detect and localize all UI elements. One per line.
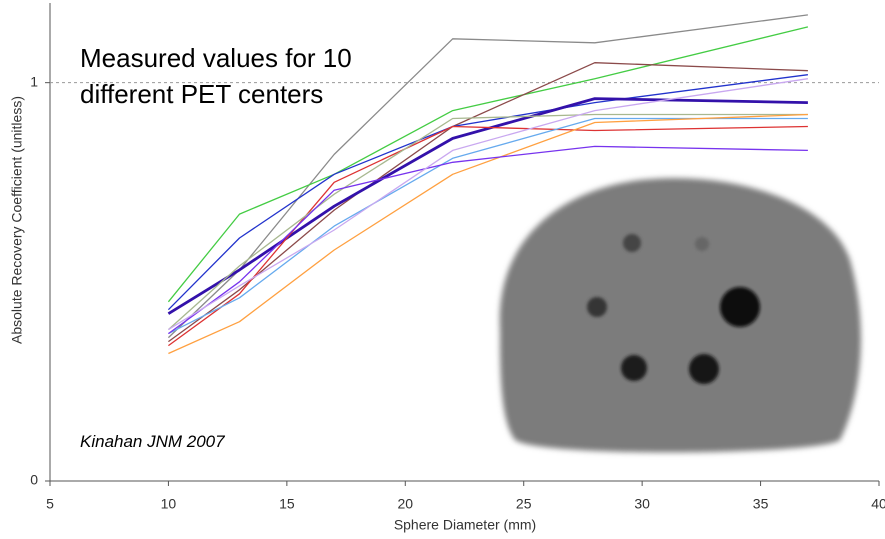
pet-image bbox=[500, 178, 861, 452]
y-tick-label: 0 bbox=[30, 472, 38, 488]
citation: Kinahan JNM 2007 bbox=[80, 432, 225, 452]
x-tick-label: 5 bbox=[46, 496, 54, 512]
x-axis-label: Sphere Diameter (mm) bbox=[394, 517, 536, 533]
y-axis-label: Absolute Recovery Coefficient (unitless) bbox=[9, 96, 25, 344]
x-tick-label: 35 bbox=[753, 496, 769, 512]
x-tick-label: 20 bbox=[397, 496, 413, 512]
x-tick-label: 25 bbox=[516, 496, 532, 512]
x-tick-label: 15 bbox=[279, 496, 295, 512]
x-tick-label: 30 bbox=[634, 496, 650, 512]
y-tick-label: 1 bbox=[30, 73, 38, 89]
x-tick-label: 40 bbox=[871, 496, 885, 512]
x-tick-label: 10 bbox=[161, 496, 177, 512]
page: {"chart_data": {"type": "line", "annotat… bbox=[0, 0, 885, 539]
annotation: Measured values for 10 different PET cen… bbox=[80, 40, 390, 112]
